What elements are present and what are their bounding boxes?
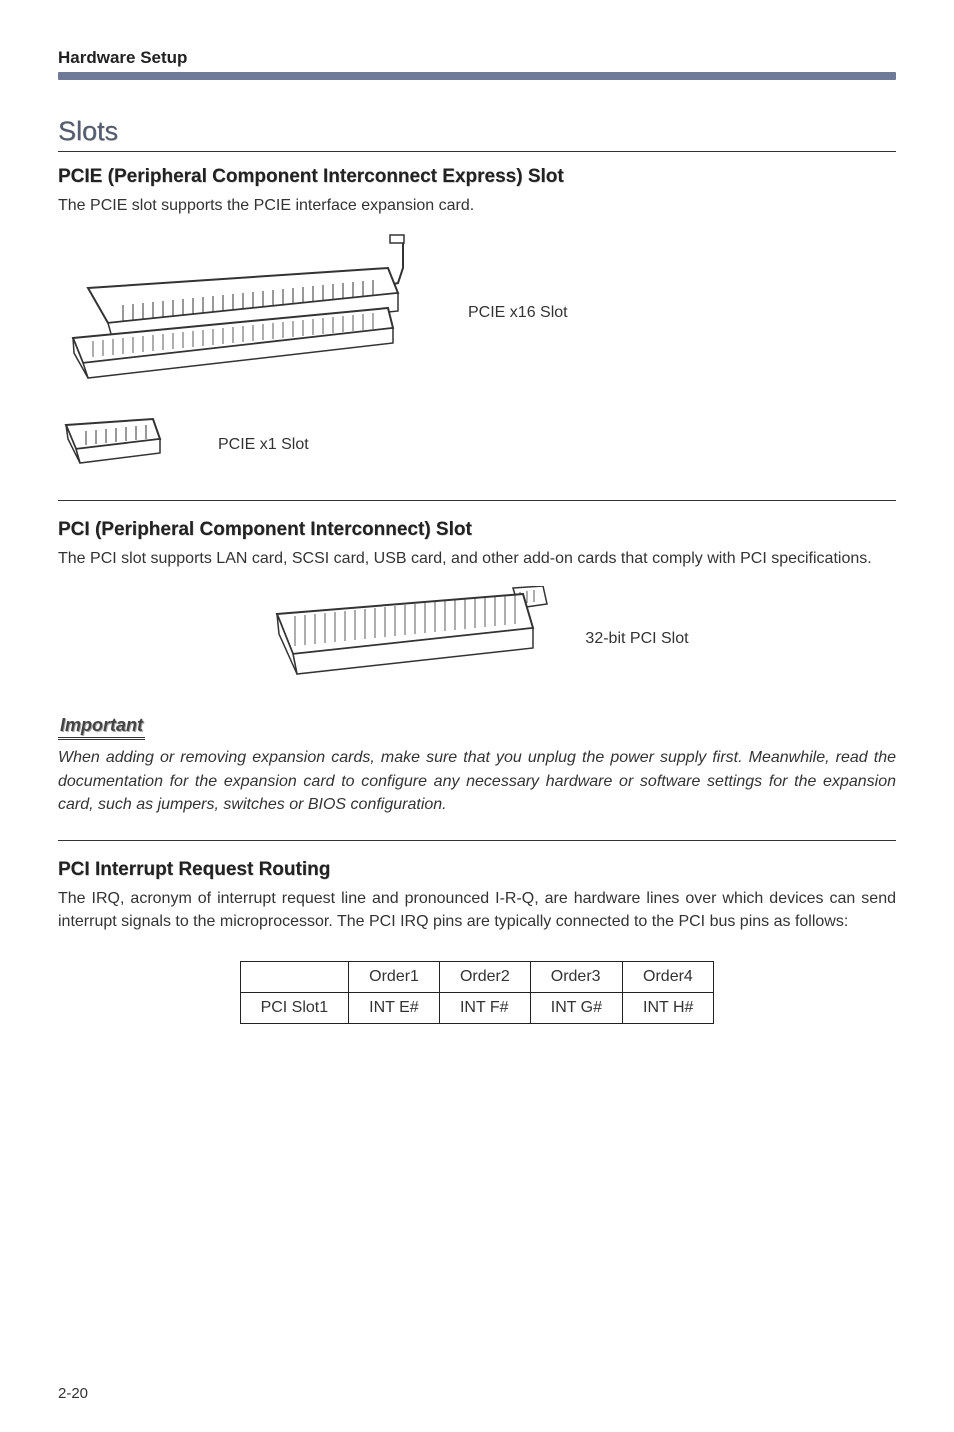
pci-32bit-label: 32-bit PCI Slot [585,630,688,648]
table-row: PCI Slot1 INT E# INT F# INT G# INT H# [240,993,714,1024]
important-text: When adding or removing expansion cards,… [58,746,896,816]
pcie-x1-illustration [58,417,188,472]
table-header-cell: Order4 [623,962,714,993]
table-header-row: Order1 Order2 Order3 Order4 [240,962,714,993]
irq-heading: PCI Interrupt Request Routing [58,859,896,881]
slots-title-rule [58,151,896,152]
divider-1 [58,500,896,501]
pcie-x16-label: PCIE x16 Slot [468,304,568,322]
pcie-diagram-area: PCIE x16 Slot PCIE x1 Slot [58,233,896,472]
pcie-x1-label: PCIE x1 Slot [218,436,309,454]
pcie-x16-illustration [58,233,438,393]
table-cell: INT F# [439,993,530,1024]
pci-diagram-area: 32-bit PCI Slot [58,586,896,691]
irq-table: Order1 Order2 Order3 Order4 PCI Slot1 IN… [240,961,715,1024]
pci-heading: PCI (Peripheral Component Interconnect) … [58,519,896,541]
table-cell: INT G# [530,993,622,1024]
section-header: Hardware Setup [58,48,896,68]
table-cell: INT H# [623,993,714,1024]
important-label: Important [58,715,145,740]
table-cell: PCI Slot1 [240,993,349,1024]
slots-title: Slots [58,116,896,147]
table-header-cell: Order2 [439,962,530,993]
irq-text: The IRQ, acronym of interrupt request li… [58,887,896,933]
table-header-cell: Order1 [349,962,440,993]
pci-32bit-illustration [265,586,555,691]
header-rule [58,72,896,80]
table-header-cell [240,962,349,993]
page-number: 2-20 [58,1385,88,1402]
table-cell: INT E# [349,993,440,1024]
divider-2 [58,840,896,841]
table-header-cell: Order3 [530,962,622,993]
pcie-heading: PCIE (Peripheral Component Interconnect … [58,166,896,188]
pci-text: The PCI slot supports LAN card, SCSI car… [58,547,896,570]
pcie-text: The PCIE slot supports the PCIE interfac… [58,194,896,217]
